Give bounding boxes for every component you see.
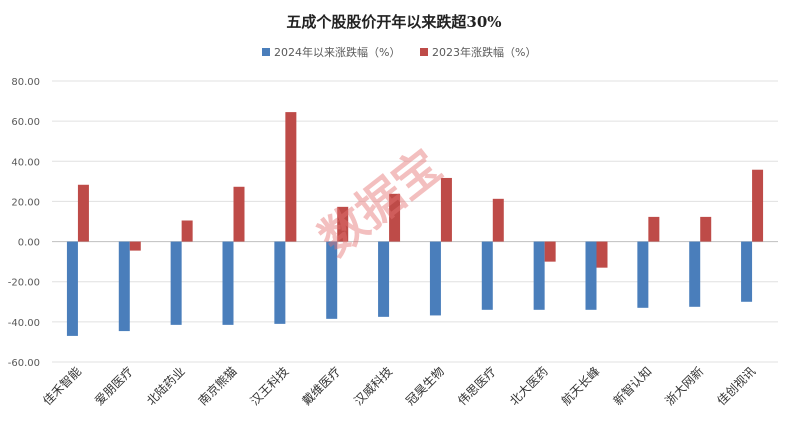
x-category-label: 冠昊生物 xyxy=(403,364,447,408)
bar-2024-5 xyxy=(326,241,338,319)
bar-2023-8 xyxy=(492,198,504,242)
x-category-label: 航天长峰 xyxy=(558,364,603,409)
bar-2023-9 xyxy=(544,241,556,262)
y-tick-label: -40.00 xyxy=(8,318,40,329)
bar-2024-7 xyxy=(429,241,441,316)
bar-2023-12 xyxy=(700,216,712,242)
bar-2024-2 xyxy=(170,241,182,325)
x-category-label: 南京熊猫 xyxy=(195,364,240,409)
x-category-label: 佳创视讯 xyxy=(714,364,759,409)
y-tick-label: -60.00 xyxy=(8,358,40,369)
bar-2023-13 xyxy=(752,169,764,242)
bar-2024-12 xyxy=(689,241,701,307)
bar-2024-4 xyxy=(274,241,286,324)
x-category-label: 北陆药业 xyxy=(143,364,188,409)
x-category-label: 北大医药 xyxy=(507,364,551,408)
x-axis-labels: 佳禾智能 爱朋医疗 北陆药业 南京熊猫 汉王科技 戴维医疗 汉威科技 冠昊生物 伟思医疗 北大医药… xyxy=(39,364,758,409)
chart-title: 五成个股股价开年以来跌超30% xyxy=(286,13,501,31)
x-category-label: 新智认知 xyxy=(610,364,655,409)
bar-2024-8 xyxy=(481,241,493,310)
bar-2023-0 xyxy=(77,184,89,242)
bar-2024-0 xyxy=(66,241,78,336)
bar-2024-3 xyxy=(222,241,234,325)
bar-2023-3 xyxy=(233,186,245,242)
bar-2023-5 xyxy=(337,206,349,242)
bars xyxy=(66,112,764,336)
bar-2023-2 xyxy=(181,220,193,242)
bar-2023-6 xyxy=(389,193,401,242)
bar-2023-7 xyxy=(440,177,452,242)
bar-2024-11 xyxy=(637,241,649,308)
x-category-label: 伟思医疗 xyxy=(455,364,499,408)
x-category-label: 浙大网新 xyxy=(662,364,707,409)
y-tick-label: 40.00 xyxy=(11,157,40,168)
y-tick-label: 20.00 xyxy=(11,197,40,208)
bar-2024-9 xyxy=(533,241,545,310)
bar-2024-10 xyxy=(585,241,597,310)
x-category-label: 汉威科技 xyxy=(351,364,395,408)
y-tick-label: 80.00 xyxy=(11,77,40,88)
bar-2023-1 xyxy=(129,241,141,251)
legend: 2024年以来涨跌幅（%） 2023年涨跌幅（%） xyxy=(262,45,536,59)
y-tick-label: 60.00 xyxy=(11,117,40,128)
bar-2024-1 xyxy=(118,241,130,332)
x-category-label: 汉王科技 xyxy=(248,364,292,408)
legend-swatch-2024 xyxy=(262,48,270,56)
legend-label-2023: 2023年涨跌幅（%） xyxy=(432,45,536,59)
legend-swatch-2023 xyxy=(420,48,428,56)
bar-2023-4 xyxy=(285,112,297,242)
x-category-label: 佳禾智能 xyxy=(39,364,84,409)
bar-2023-10 xyxy=(596,241,608,268)
gridlines xyxy=(52,80,778,363)
bar-2024-6 xyxy=(378,241,390,317)
bar-2024-13 xyxy=(741,241,753,302)
x-category-label: 戴维医疗 xyxy=(299,364,344,409)
y-axis-ticks: 80.00 60.00 40.00 20.00 0.00 -20.00 -40.00 -60.… xyxy=(8,77,40,369)
x-category-label: 爱朋医疗 xyxy=(92,364,136,408)
legend-label-2024: 2024年以来涨跌幅（%） xyxy=(274,45,400,59)
y-tick-label: -20.00 xyxy=(8,278,40,289)
y-tick-label: 0.00 xyxy=(18,238,40,249)
bar-2023-11 xyxy=(648,216,660,242)
